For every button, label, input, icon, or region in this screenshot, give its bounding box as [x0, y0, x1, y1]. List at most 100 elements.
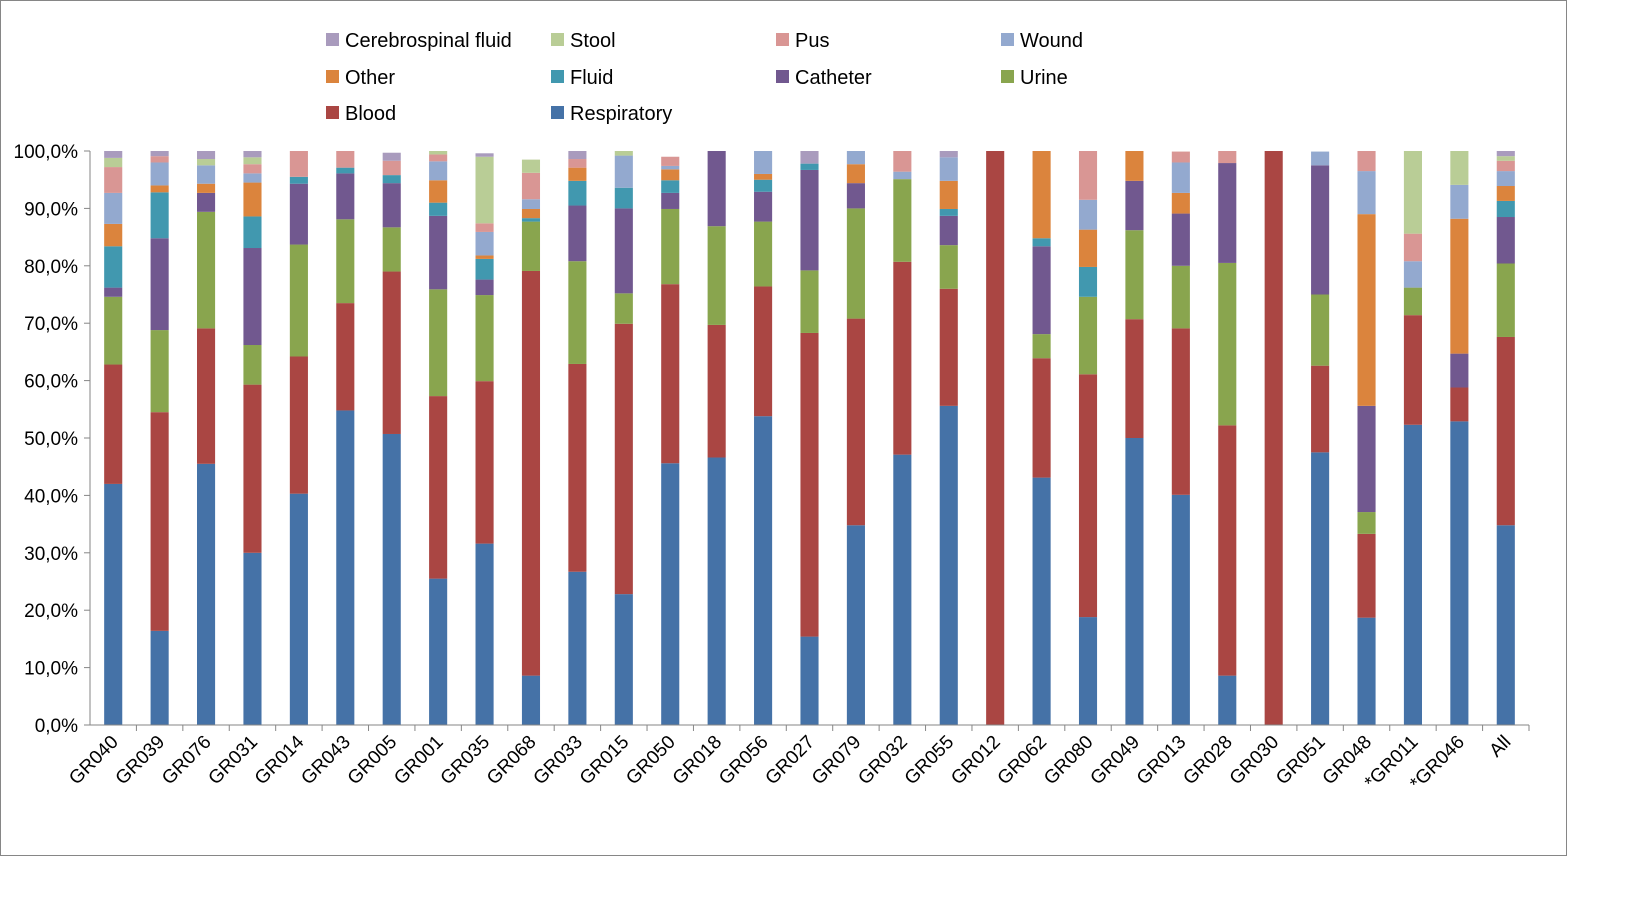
bar-stack-gr043: [336, 151, 355, 725]
bar-segment-wound: [243, 173, 262, 183]
bar-segment-respiratory: [243, 552, 262, 725]
bar-segment-other: [1078, 229, 1098, 267]
bar-segment-respiratory: [104, 483, 123, 725]
bar-segment-pus: [429, 154, 448, 162]
bars: [104, 151, 1515, 725]
bar-segment-pus: [1403, 233, 1422, 262]
bar-segment-wound: [429, 161, 448, 181]
bar-stack-gr018: [707, 151, 726, 725]
bar-segment-fluid: [104, 246, 123, 288]
bar-segment-fluid: [800, 163, 819, 170]
y-tick-label: 10,0%: [24, 659, 78, 680]
bar-segment-wound: [521, 199, 541, 209]
x-tick-label: GR031: [205, 732, 262, 789]
bar-segment-urine: [1218, 262, 1237, 426]
bar-segment-urine: [661, 208, 680, 285]
legend-swatch: [326, 106, 339, 119]
bar-segment-cerebrospinal-fluid: [150, 151, 169, 157]
bar-segment-urine: [893, 179, 912, 262]
bar-segment-other: [1125, 151, 1144, 181]
y-tick-label: 60,0%: [24, 372, 78, 393]
x-tick-label: GR043: [297, 732, 354, 789]
bar-stack-gr056: [754, 151, 773, 725]
bar-segment-fluid: [754, 179, 773, 192]
bar-segment-fluid: [614, 187, 633, 209]
bar-stack-gr048: [1357, 151, 1376, 725]
legend: Cerebrospinal fluid Stool Pus Wound Other Flu…: [326, 30, 1083, 125]
bar-segment-pus: [1357, 151, 1376, 172]
bar-segment-blood: [104, 364, 123, 484]
bar-segment-wound: [846, 151, 865, 165]
bar-segment-cerebrospinal-fluid: [1496, 151, 1515, 157]
bar-segment-fluid: [1496, 200, 1515, 218]
bar-segment-wound: [1311, 151, 1330, 166]
legend-label: Respiratory: [570, 103, 672, 125]
bar-segment-other: [846, 164, 865, 184]
bar-stack-gr039: [150, 151, 169, 725]
y-axis: 0,0% 10,0% 20,0% 30,0% 40,0% 50,0% 60,0% 70,0% 8…: [14, 142, 91, 737]
y-tick-label: 30,0%: [24, 544, 78, 565]
bar-segment-respiratory: [1032, 477, 1051, 725]
bar-segment-urine: [521, 221, 541, 271]
x-tick-label: GR076: [158, 732, 215, 789]
bar-segment-wound: [150, 162, 169, 186]
bar-segment-fluid: [243, 216, 262, 249]
bar-segment-urine: [429, 289, 448, 397]
bar-segment-urine: [1403, 287, 1422, 316]
bar-segment-blood: [800, 332, 819, 637]
bar-segment-stool: [104, 157, 123, 168]
bar-segment-stool: [429, 151, 448, 155]
bar-segment-blood: [707, 324, 726, 458]
bar-segment-stool: [197, 159, 216, 166]
bar-segment-urine: [707, 226, 726, 325]
bar-segment-blood: [197, 328, 216, 464]
bar-segment-blood: [986, 151, 1005, 725]
x-tick-label: GR018: [669, 732, 726, 789]
bar-segment-urine: [568, 261, 587, 364]
bar-segment-blood: [1450, 387, 1469, 422]
bar-stack-gr040: [104, 151, 123, 725]
bar-segment-wound: [893, 171, 912, 180]
bar-stack-gr011: [1403, 151, 1422, 725]
bar-segment-blood: [429, 396, 448, 579]
bar-segment-fluid: [568, 180, 587, 206]
bar-segment-blood: [521, 270, 541, 676]
legend-swatch: [1001, 70, 1014, 83]
bar-segment-wound: [1450, 184, 1469, 219]
bar-segment-catheter: [382, 183, 401, 228]
x-tick-label: GR005: [344, 732, 401, 789]
legend-label: Cerebrospinal fluid: [345, 30, 512, 52]
bar-segment-catheter: [1450, 353, 1469, 388]
bar-segment-respiratory: [707, 457, 726, 725]
bar-segment-urine: [754, 221, 773, 287]
bar-segment-catheter: [1171, 213, 1190, 266]
bar-segment-cerebrospinal-fluid: [243, 151, 262, 158]
x-tick-label: GR039: [112, 732, 169, 789]
legend-swatch: [776, 33, 789, 46]
bar-segment-blood: [243, 384, 262, 553]
legend-swatch: [551, 70, 564, 83]
bar-segment-catheter: [1218, 163, 1237, 263]
bar-segment-other: [754, 173, 773, 180]
bar-segment-respiratory: [568, 571, 587, 725]
bar-segment-pus: [1218, 151, 1237, 164]
bar-segment-catheter: [1311, 165, 1330, 295]
x-tick-label: GR035: [437, 732, 494, 789]
bar-segment-catheter: [243, 248, 262, 346]
x-tick-label: GR015: [576, 732, 633, 789]
bar-segment-urine: [1125, 230, 1144, 320]
bar-segment-blood: [1403, 315, 1422, 425]
bar-segment-pus: [521, 172, 541, 200]
bar-segment-urine: [104, 296, 123, 365]
bar-segment-catheter: [1357, 405, 1376, 513]
bar-segment-wound: [1357, 171, 1376, 215]
x-tick-label: GR013: [1133, 732, 1190, 789]
bar-segment-wound: [1403, 261, 1422, 288]
bar-segment-catheter: [1125, 180, 1144, 231]
bar-segment-pus: [243, 164, 262, 174]
bar-segment-respiratory: [1078, 617, 1098, 725]
bar-segment-cerebrospinal-fluid: [568, 151, 587, 160]
bar-segment-blood: [614, 323, 633, 595]
bar-stack-gr062: [1032, 151, 1051, 725]
bar-segment-catheter: [800, 169, 819, 271]
